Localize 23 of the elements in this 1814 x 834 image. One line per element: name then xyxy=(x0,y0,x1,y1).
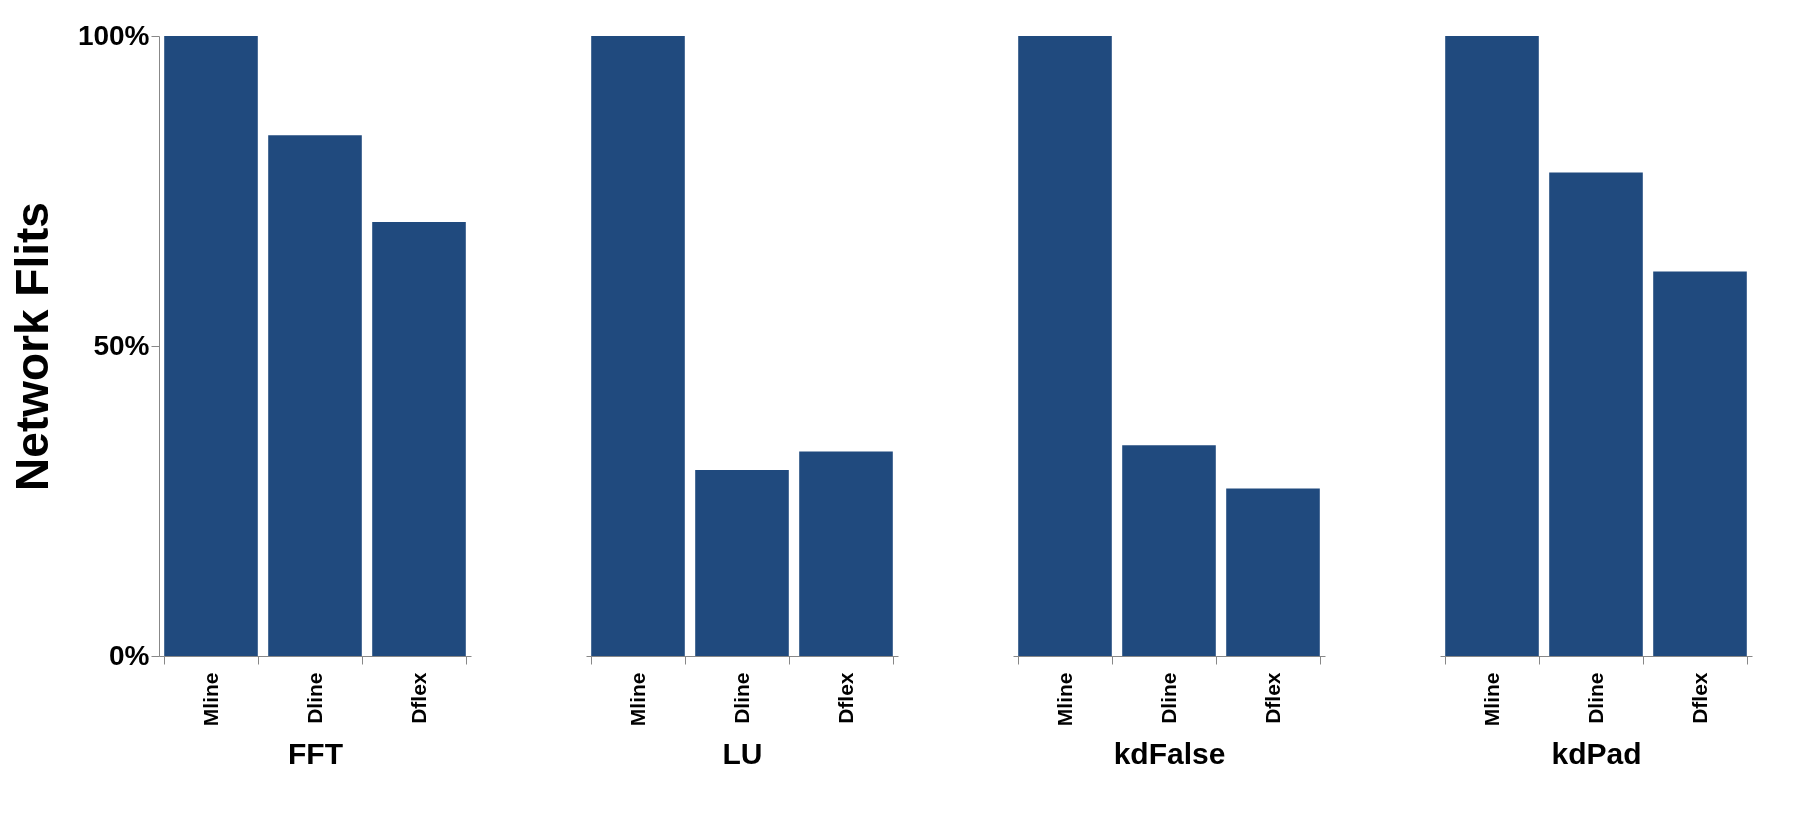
x-tick-label: Dflex xyxy=(1687,672,1711,724)
x-tick-label: Mline xyxy=(625,672,649,727)
x-axis-title: FFT xyxy=(288,737,343,771)
x-axis-title: LU xyxy=(722,737,763,771)
x-tick-label: Dflex xyxy=(833,672,857,724)
y-tick-label: 50% xyxy=(93,329,150,361)
x-tick-label: Dflex xyxy=(1260,672,1284,724)
x-axis-title: kdFalse xyxy=(1113,737,1226,771)
x-tick-label: Mline xyxy=(198,672,222,727)
x-tick-label: Dline xyxy=(1583,672,1607,724)
y-tick-label: 100% xyxy=(77,19,150,51)
x-tick-label: Dline xyxy=(729,672,753,724)
bar xyxy=(164,36,258,656)
x-tick-label: Dline xyxy=(1156,672,1180,724)
y-tick-label: 0% xyxy=(109,639,150,671)
x-tick-label: Dflex xyxy=(406,672,430,724)
bar xyxy=(268,135,362,656)
x-tick-label: Mline xyxy=(1479,672,1503,727)
x-tick-label: Mline xyxy=(1052,672,1076,727)
x-axis-title: kdPad xyxy=(1551,737,1642,771)
x-tick-label: Dline xyxy=(302,672,326,724)
bar xyxy=(372,222,466,656)
y-axis-title: Network Flits xyxy=(5,202,58,491)
